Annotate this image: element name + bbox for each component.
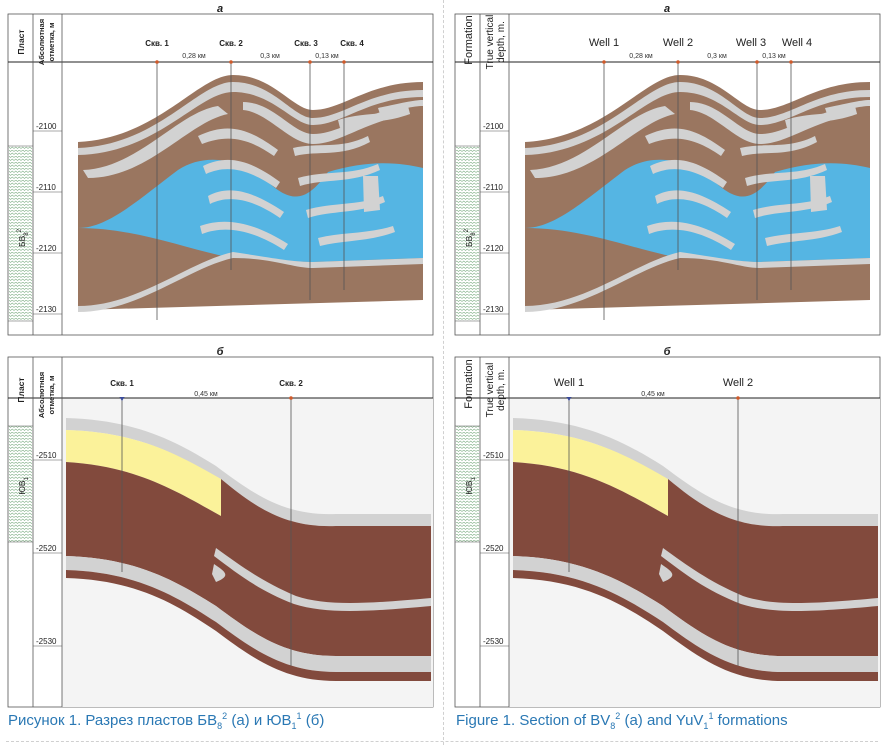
panel-label: б: [664, 346, 672, 358]
formation-hatch: [9, 426, 32, 542]
panel-label: а: [217, 3, 223, 15]
panel-b-ru: б Пласт Абсолютная отметка, м ЮВ1 -2510 …: [7, 346, 434, 708]
col-formation-header: Пласт: [16, 377, 26, 402]
well-distance: 0,28 км: [629, 53, 653, 60]
depth-tick: -2130: [36, 305, 57, 314]
caption-prefix: Рисунок 1.: [8, 712, 82, 729]
column-divider: [443, 0, 444, 745]
formation-hatch: [456, 146, 479, 321]
col-depth-header-1: True vertical: [485, 15, 496, 70]
col-depth-header-1: Абсолютная: [37, 372, 46, 418]
well-label: Скв. 1: [145, 39, 169, 48]
well-label: Well 3: [736, 37, 766, 49]
depth-ticks: -2510 -2520 -2530: [33, 451, 62, 647]
bottom-divider: [6, 741, 878, 742]
caption-ru: Рисунок 1. Разрез пластов БВ82 (а) и ЮВ1…: [8, 711, 325, 731]
depth-tick: -2100: [483, 122, 504, 131]
panel-a-en: а Formation True vertical depth, m. БВ82…: [454, 3, 881, 336]
well-distance: 0,28 км: [182, 53, 206, 60]
depth-ticks: -2100 -2110 -2120 -2130: [33, 122, 62, 315]
col-depth-header-2: depth, m.: [496, 369, 507, 411]
depth-tick: -2530: [483, 637, 504, 646]
wells: Скв. 1 Скв. 2 0,45 км: [110, 379, 303, 666]
col-formation-header: Formation: [463, 15, 475, 65]
well-label: Well 1: [589, 37, 619, 49]
panel-label: б: [217, 346, 225, 358]
col-depth-header-2: depth, m.: [496, 21, 507, 63]
well-label: Well 2: [663, 37, 693, 49]
panel-a-ru: а Пласт Абсолютная отметка, м БВ82 -2100…: [7, 3, 434, 336]
formation-label: БВ82: [464, 228, 477, 247]
formation-label: ЮВ1: [17, 477, 30, 495]
depth-tick: -2520: [36, 544, 57, 553]
well-label: Скв. 3: [294, 39, 318, 48]
well-label: Скв. 2: [279, 379, 303, 388]
well-distance: 0,45 км: [194, 391, 218, 398]
well-distance: 0,3 км: [260, 53, 280, 60]
col-depth-header-2: отметка, м: [47, 375, 56, 414]
panel-label: а: [664, 3, 670, 15]
depth-tick: -2120: [483, 244, 504, 253]
well-distance: 0,13 км: [315, 53, 339, 60]
col-depth-header-1: Абсолютная: [37, 19, 46, 65]
col-depth-header-2: отметка, м: [47, 22, 56, 61]
well-distance: 0,13 км: [762, 53, 786, 60]
wells: Well 1 Well 2 0,45 км: [554, 377, 753, 666]
well-distance: 0,45 км: [641, 391, 665, 398]
formation-hatch: [9, 146, 32, 321]
svg-text:ЮВ1: ЮВ1: [17, 477, 30, 495]
wells: Well 1 Well 2 Well 3 Well 4 0,28 км 0,3 …: [589, 37, 812, 320]
svg-text:ЮВ1: ЮВ1: [464, 477, 477, 495]
col-formation-header: Formation: [463, 359, 475, 409]
depth-tick: -2130: [483, 305, 504, 314]
depth-tick: -2100: [36, 122, 57, 131]
well-label: Well 2: [723, 377, 753, 389]
col-formation-header: Пласт: [16, 29, 26, 54]
formation-label: ЮВ1: [464, 477, 477, 495]
svg-text:БВ82: БВ82: [464, 228, 477, 247]
formation-label: БВ82: [17, 228, 30, 247]
depth-ticks: -2510 -2520 -2530: [480, 451, 509, 647]
depth-ticks: -2100 -2110 -2120 -2130: [480, 122, 509, 315]
depth-tick: -2530: [36, 637, 57, 646]
well-label: Скв. 2: [219, 39, 243, 48]
depth-tick: -2110: [483, 183, 503, 192]
depth-tick: -2520: [483, 544, 504, 553]
well-distance: 0,3 км: [707, 53, 727, 60]
caption-prefix: Figure 1.: [456, 712, 516, 729]
well-label: Well 1: [554, 377, 584, 389]
caption-en: Figure 1. Section of BV82 (a) and YuV11 …: [456, 711, 788, 731]
panel-b-en: б Formation True vertical depth, m. ЮВ1 …: [454, 346, 881, 708]
depth-tick: -2510: [36, 451, 57, 460]
depth-tick: -2510: [483, 451, 504, 460]
formation-hatch: [456, 426, 479, 542]
col-depth-header-1: True vertical: [485, 363, 496, 418]
well-label: Скв. 4: [340, 39, 364, 48]
wells: Скв. 1 Скв. 2 Скв. 3 Скв. 4 0,28 км 0,3 …: [145, 39, 364, 320]
svg-text:БВ82: БВ82: [17, 228, 30, 247]
well-label: Well 4: [782, 37, 812, 49]
depth-tick: -2120: [36, 244, 57, 253]
well-label: Скв. 1: [110, 379, 134, 388]
depth-tick: -2110: [36, 183, 56, 192]
